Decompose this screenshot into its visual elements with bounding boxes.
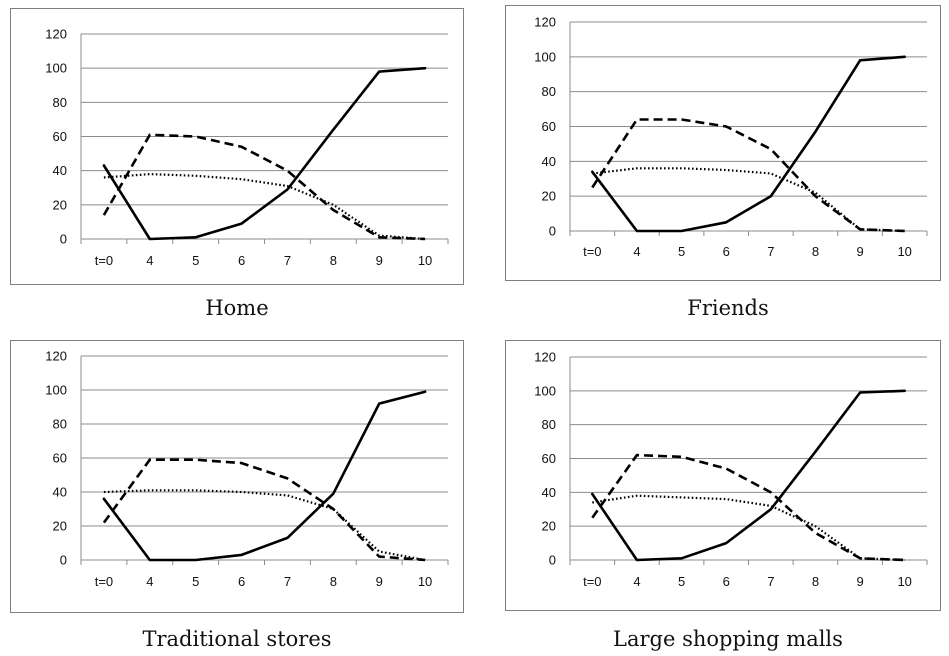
series-line-solid bbox=[102, 66, 427, 241]
y-tick-label: 60 bbox=[542, 119, 556, 134]
x-tick-label: 7 bbox=[767, 574, 774, 589]
y-tick-label: 40 bbox=[53, 163, 67, 178]
series-line-dotted bbox=[592, 494, 905, 562]
x-tick-label: 5 bbox=[192, 574, 199, 589]
line-chart: 0 20 40 60 80 100 120 t=0 4 5 6 7 8 9 10 bbox=[45, 349, 449, 589]
x-tick-label: 10 bbox=[418, 253, 432, 268]
x-tick-label: 9 bbox=[856, 244, 863, 259]
y-tick-label: 40 bbox=[53, 485, 67, 500]
series-line-solid bbox=[591, 55, 907, 233]
x-tick-label: 4 bbox=[633, 574, 640, 589]
chart-frame: 0 20 40 60 80 100 120 t=0 4 5 6 7 8 9 10 bbox=[505, 340, 941, 611]
y-tick-label: 120 bbox=[45, 27, 67, 42]
y-tick-label: 120 bbox=[534, 350, 556, 365]
y-tick-label: 60 bbox=[53, 451, 67, 466]
y-tick-label: 0 bbox=[549, 224, 556, 239]
x-tick-label: t=0 bbox=[583, 574, 601, 589]
x-tick-label: 7 bbox=[284, 574, 291, 589]
x-tick-label: 7 bbox=[767, 244, 774, 259]
chart-frame: 0 20 40 60 80 100 120 t=0 4 5 6 7 8 9 10 bbox=[10, 340, 464, 613]
x-tick-label: 8 bbox=[330, 253, 337, 268]
x-tick-label: 5 bbox=[678, 244, 685, 259]
chart-caption: Large shopping malls bbox=[613, 627, 843, 651]
y-tick-label: 0 bbox=[60, 553, 67, 568]
series-line-solid bbox=[102, 390, 427, 562]
chart-frame: 0 20 40 60 80 100 120 t=0 4 5 6 7 8 9 10 bbox=[505, 5, 941, 281]
y-tick-label: 0 bbox=[60, 232, 67, 247]
y-tick-label: 80 bbox=[542, 84, 556, 99]
y-tick-label: 100 bbox=[45, 383, 67, 398]
y-tick-label: 80 bbox=[542, 417, 556, 432]
y-tick-label: 80 bbox=[53, 95, 67, 110]
chart-caption: Friends bbox=[687, 296, 769, 320]
x-tick-label: 9 bbox=[856, 574, 863, 589]
x-tick-label: 6 bbox=[723, 244, 730, 259]
y-tick-label: 100 bbox=[534, 383, 556, 398]
x-tick-label: 8 bbox=[812, 574, 819, 589]
x-tick-label: 4 bbox=[633, 244, 640, 259]
x-tick-label: 6 bbox=[238, 253, 245, 268]
line-chart: 0 20 40 60 80 100 120 t=0 4 5 6 7 8 9 10 bbox=[534, 350, 928, 589]
chart-caption: Traditional stores bbox=[142, 627, 332, 651]
x-tick-label: 5 bbox=[192, 253, 199, 268]
chart-caption: Home bbox=[205, 296, 269, 320]
y-tick-label: 20 bbox=[542, 189, 556, 204]
series-line-dashed bbox=[591, 118, 905, 233]
x-tick-label: 9 bbox=[376, 574, 383, 589]
series-line-dashed bbox=[102, 458, 426, 562]
x-tick-label: t=0 bbox=[583, 244, 601, 259]
y-tick-label: 20 bbox=[542, 519, 556, 534]
x-tick-label: 8 bbox=[330, 574, 337, 589]
y-tick-label: 100 bbox=[45, 61, 67, 76]
chart-frame: 0 20 40 60 80 100 120 t=0 4 5 6 7 8 9 10 bbox=[10, 8, 464, 285]
series-line-solid bbox=[591, 389, 907, 562]
x-tick-label: t=0 bbox=[95, 574, 113, 589]
y-tick-label: 100 bbox=[534, 49, 556, 64]
series-line-dotted bbox=[103, 489, 426, 562]
x-tick-label: 10 bbox=[418, 574, 432, 589]
x-tick-label: 6 bbox=[723, 574, 730, 589]
x-tick-label: 10 bbox=[897, 574, 911, 589]
x-tick-label: 7 bbox=[284, 253, 291, 268]
line-chart: 0 20 40 60 80 100 120 t=0 4 5 6 7 8 9 10 bbox=[45, 27, 449, 268]
y-tick-label: 40 bbox=[542, 154, 556, 169]
y-tick-label: 40 bbox=[542, 485, 556, 500]
x-tick-label: 8 bbox=[812, 244, 819, 259]
y-tick-label: 60 bbox=[542, 451, 556, 466]
y-tick-label: 20 bbox=[53, 197, 67, 212]
y-tick-label: 120 bbox=[534, 15, 556, 30]
x-tick-label: t=0 bbox=[95, 253, 113, 268]
x-tick-label: 9 bbox=[376, 253, 383, 268]
y-tick-label: 120 bbox=[45, 349, 67, 364]
x-tick-label: 10 bbox=[897, 244, 911, 259]
series-line-dashed bbox=[102, 133, 426, 241]
line-chart: 0 20 40 60 80 100 120 t=0 4 5 6 7 8 9 10 bbox=[534, 15, 928, 259]
x-tick-label: 5 bbox=[678, 574, 685, 589]
y-tick-label: 20 bbox=[53, 519, 67, 534]
series-line-dashed bbox=[591, 453, 905, 562]
y-tick-label: 60 bbox=[53, 129, 67, 144]
y-tick-label: 80 bbox=[53, 417, 67, 432]
x-tick-label: 6 bbox=[238, 574, 245, 589]
x-tick-label: 4 bbox=[146, 253, 153, 268]
series-line-dotted bbox=[103, 173, 426, 241]
x-tick-label: 4 bbox=[146, 574, 153, 589]
y-tick-label: 0 bbox=[549, 553, 556, 568]
series-line-dotted bbox=[592, 167, 905, 233]
